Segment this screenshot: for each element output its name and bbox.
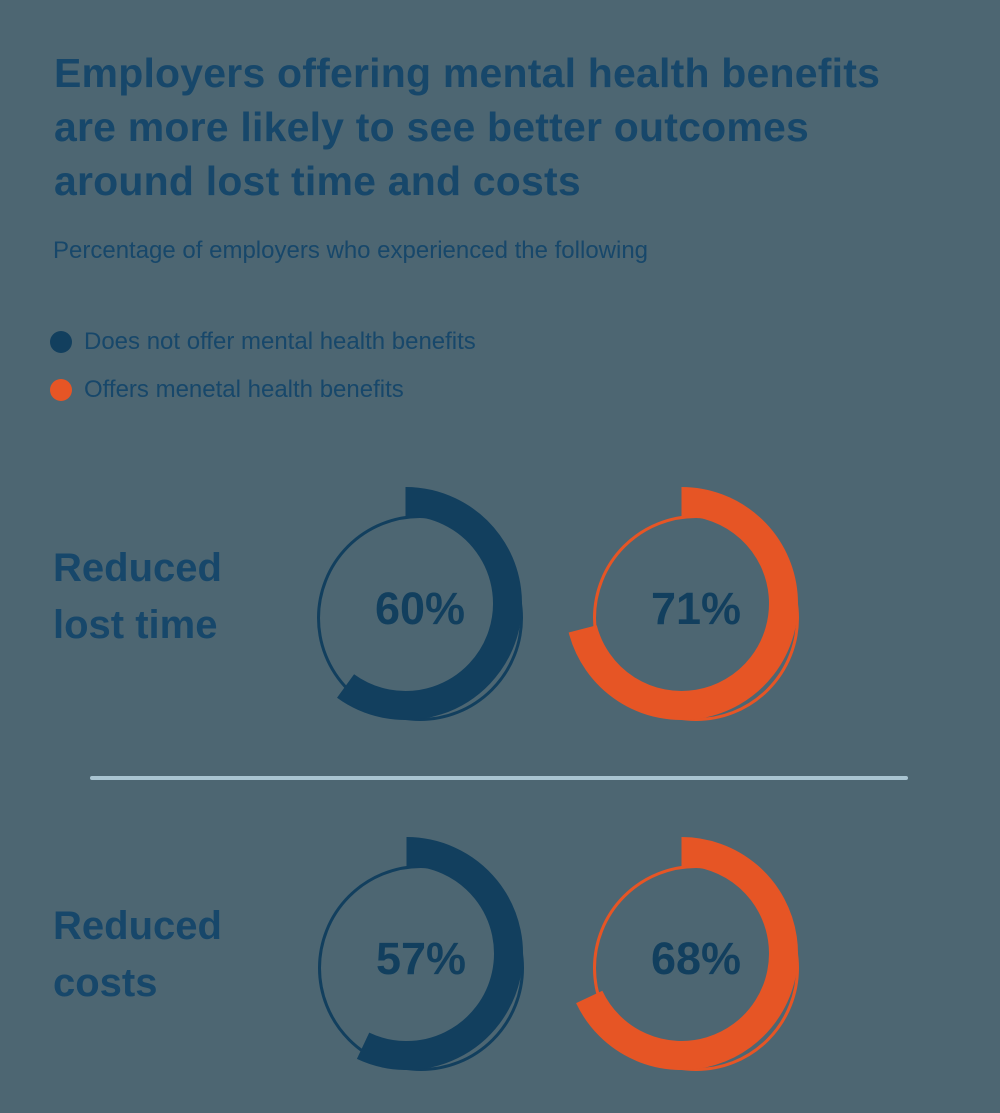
legend-item-does-not-offer: Does not offer mental health benefits xyxy=(50,328,476,355)
legend-label-does-not-offer: Does not offer mental health benefits xyxy=(84,328,476,355)
chart-title-line-1: Employers offering mental health benefit… xyxy=(54,50,881,96)
chart-title-line-2: are more likely to see better outcomes xyxy=(54,104,810,150)
row-label-reduced-costs: Reduced costs xyxy=(53,898,222,1012)
donut-reduced-lost-time-no-benefits: 60% xyxy=(317,487,523,721)
donut-percent-label: 68% xyxy=(651,933,741,984)
donut-reduced-costs-no-benefits: 57% xyxy=(318,837,524,1071)
donut-reduced-costs-offers: 68% xyxy=(576,837,799,1071)
legend-dot-orange-icon xyxy=(50,379,72,401)
chart-title: Employers offering mental health benefit… xyxy=(54,46,880,208)
donut-reduced-lost-time-offers: 71% xyxy=(568,487,799,721)
row-label-line: lost time xyxy=(53,603,218,647)
legend-dot-navy-icon xyxy=(50,331,72,353)
donut-percent-label: 57% xyxy=(376,933,466,984)
donut-percent-label: 60% xyxy=(375,583,465,634)
chart-subtitle: Percentage of employers who experienced … xyxy=(53,237,649,264)
row-label-line: costs xyxy=(53,961,158,1005)
chart-title-line-3: around lost time and costs xyxy=(54,158,581,204)
row-label-line: Reduced xyxy=(53,904,222,948)
row-label-line: Reduced xyxy=(53,546,222,590)
row-divider xyxy=(90,776,908,780)
legend-label-offers: Offers menetal health benefits xyxy=(84,376,404,403)
donut-percent-label: 71% xyxy=(651,583,741,634)
legend-item-offers: Offers menetal health benefits xyxy=(50,376,404,403)
row-label-reduced-lost-time: Reduced lost time xyxy=(53,540,222,654)
